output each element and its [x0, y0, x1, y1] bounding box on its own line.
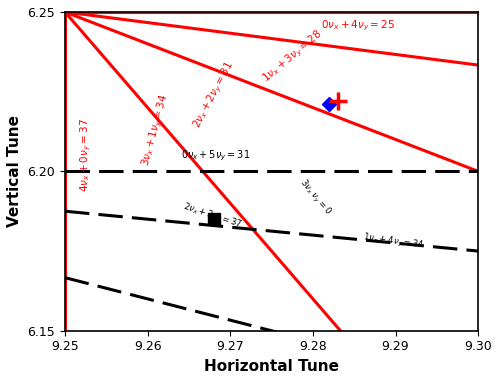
- Text: $1\nu_x +4\nu_y =34$: $1\nu_x +4\nu_y =34$: [362, 231, 426, 252]
- Text: $3\nu_x +1\nu_y =34$: $3\nu_x +1\nu_y =34$: [139, 92, 173, 168]
- Text: $2\nu_x +3\nu_y =37$: $2\nu_x +3\nu_y =37$: [181, 200, 244, 232]
- Text: $4\nu_x +0\nu_y =37$: $4\nu_x +0\nu_y =37$: [78, 118, 93, 192]
- X-axis label: Horizontal Tune: Horizontal Tune: [204, 359, 339, 374]
- Text: $3\nu_x$ $\nu_y =0$: $3\nu_x$ $\nu_y =0$: [296, 176, 334, 218]
- Text: $0\nu_x +5\nu_y =31$: $0\nu_x +5\nu_y =31$: [181, 149, 250, 163]
- Text: $0\nu_x +4\nu_y =25$: $0\nu_x +4\nu_y =25$: [321, 18, 395, 33]
- Text: $2\nu_x +2\nu_y =31$: $2\nu_x +2\nu_y =31$: [190, 59, 238, 131]
- Y-axis label: Vertical Tune: Vertical Tune: [7, 115, 22, 227]
- Text: $1\nu_x +3\nu_y =28$: $1\nu_x +3\nu_y =28$: [259, 27, 325, 86]
